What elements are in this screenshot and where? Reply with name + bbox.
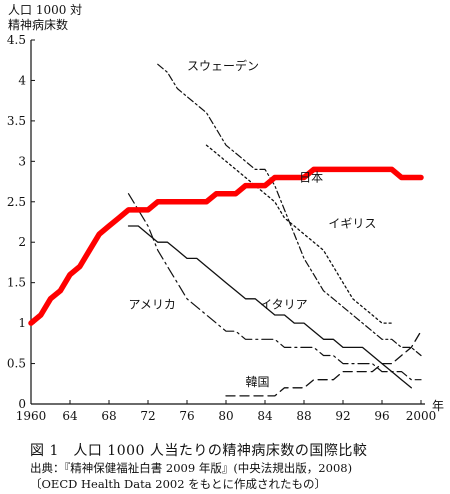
series-line-sweden xyxy=(157,63,422,357)
y-axis-label-line2: 精神病床数 xyxy=(8,17,68,32)
x-tick-label: 88 xyxy=(296,409,311,423)
y-tick-label: 3.5 xyxy=(7,114,26,128)
y-tick-label: 2 xyxy=(18,235,26,249)
series-label-japan: 日本 xyxy=(299,171,323,185)
x-tick-label: 84 xyxy=(257,409,273,423)
series-label-korea: 韓国 xyxy=(246,375,270,389)
x-tick-label: 68 xyxy=(101,409,116,423)
series-line-japan xyxy=(28,166,424,326)
series-line-usa xyxy=(127,193,422,381)
y-tick-label: 1 xyxy=(18,316,26,330)
y-tick-label: 4 xyxy=(18,73,26,87)
y-axis-label-line1: 人口 1000 対 xyxy=(8,3,82,17)
series-label-usa: アメリカ xyxy=(129,298,176,312)
x-axis-label: 年 xyxy=(432,399,444,413)
series-label-italy: イタリア xyxy=(260,298,308,312)
x-tick-label: 64 xyxy=(62,409,78,423)
y-tick-label: 0 xyxy=(18,397,26,411)
x-tick-label: 92 xyxy=(335,409,350,423)
series-line-italy xyxy=(127,225,412,389)
y-tick-label: 0.5 xyxy=(7,357,26,371)
figure-caption-source: 出典：『精神保健福祉白書 2009 年版』(中央法規出版，2008) xyxy=(30,461,353,475)
y-tick-label: 2.5 xyxy=(7,195,26,209)
x-tick-label: 2000 xyxy=(406,409,437,423)
x-tick-label: 96 xyxy=(374,409,389,423)
y-tick-label: 3 xyxy=(18,154,26,168)
figure-caption-title: 図 1 人口 1000 人当たりの精神病床数の国際比較 xyxy=(30,443,368,459)
series-line-uk xyxy=(205,144,393,324)
psychiatric-beds-chart: 人口 1000 対 精神病床数 年 0 0.5 1 1.5 2 2.5 3 3.5 4 4.5 19… xyxy=(7,3,444,423)
series-label-uk: イギリス xyxy=(328,217,376,231)
x-tick-label: 76 xyxy=(179,409,194,423)
figure-caption-note: 〔OECD Health Data 2002 をもとに作成されたもの〕 xyxy=(30,477,326,491)
y-tick-label: 4.5 xyxy=(7,33,26,47)
y-tick-label: 1.5 xyxy=(7,276,26,290)
series-line-korea xyxy=(225,330,422,397)
x-tick-label: 1960 xyxy=(16,409,47,423)
x-tick-label: 80 xyxy=(218,409,233,423)
series-label-sweden: スウェーデン xyxy=(187,58,259,73)
x-tick-label: 72 xyxy=(140,409,155,423)
